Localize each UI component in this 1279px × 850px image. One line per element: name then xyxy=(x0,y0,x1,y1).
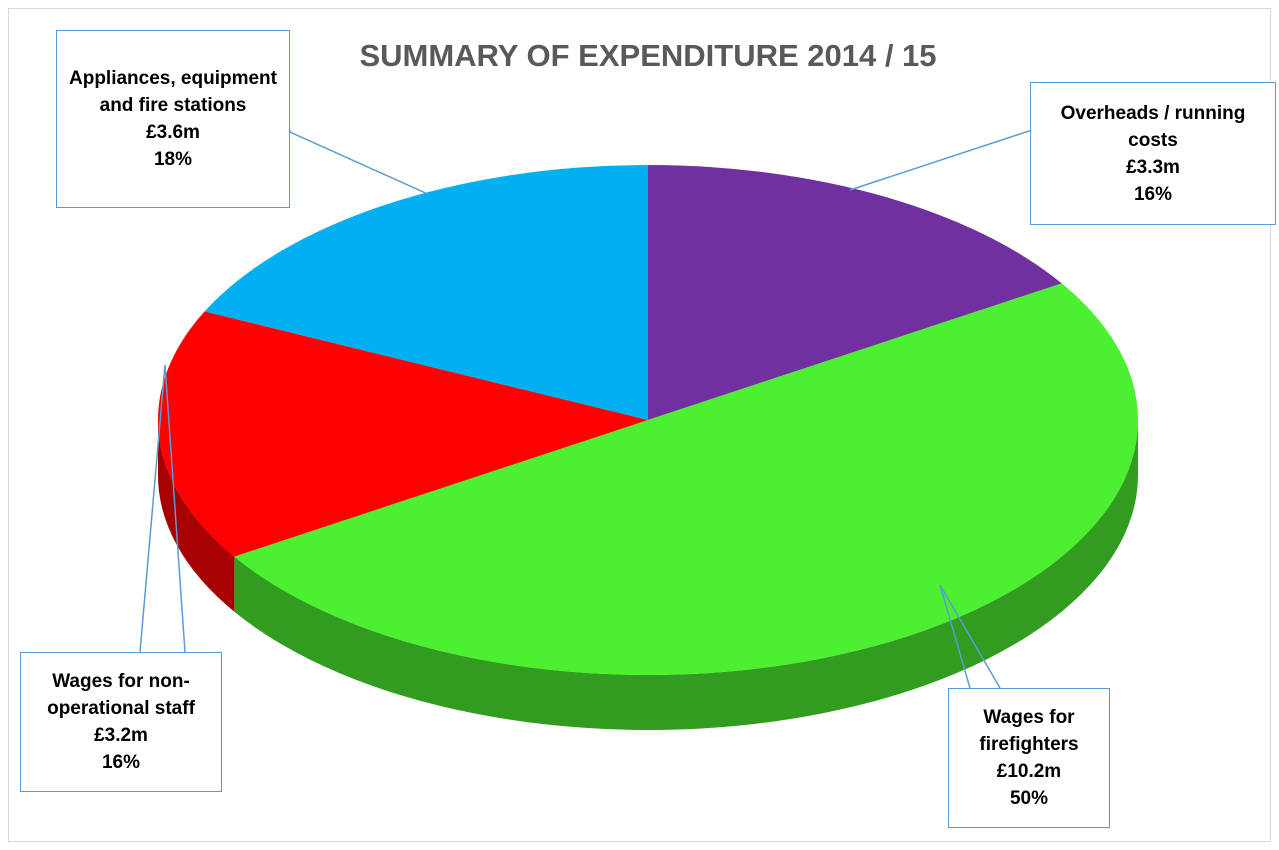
amount-label: £10.2m xyxy=(996,761,1062,782)
slice-side-shade xyxy=(158,420,235,612)
amount-label: £3.3m xyxy=(1126,156,1180,178)
pie-tops xyxy=(158,165,1139,676)
pie xyxy=(158,165,1139,730)
amount-label: £3.6m xyxy=(146,122,200,143)
slice xyxy=(234,283,1139,676)
category-label: Wages for firefighters xyxy=(979,707,1079,755)
slice-side-shade xyxy=(234,420,1139,730)
value-label: 50% xyxy=(1009,788,1049,809)
category-label: Appliances, equipment and fire stations xyxy=(69,68,277,116)
slice-side xyxy=(234,420,1139,730)
amount-label: £3.2m xyxy=(94,725,148,746)
value-label: 16% xyxy=(101,752,141,773)
callout: Wages for firefighters £10.2m 50% xyxy=(948,688,1110,828)
callout: Appliances, equipment and fire stations … xyxy=(56,30,290,208)
leader-line xyxy=(139,364,186,653)
slice xyxy=(158,311,648,557)
leader-line xyxy=(289,130,431,196)
leader-line xyxy=(939,584,1001,689)
chart-title: SUMMARY OF EXPENDITURE 2014 / 15 xyxy=(359,38,936,73)
category-label: Overheads / running costs xyxy=(1060,102,1246,151)
callout: Overheads / running costs £3.3m 16% xyxy=(1030,82,1276,225)
category-label: Wages for non-operational staff xyxy=(47,671,195,719)
slice xyxy=(204,165,648,420)
pie-sides xyxy=(158,420,1139,730)
callout: Wages for non-operational staff £3.2m 16… xyxy=(20,652,222,792)
slice-side xyxy=(158,420,235,612)
slice xyxy=(648,165,1062,420)
value-label: 18% xyxy=(153,149,193,170)
value-label: 16% xyxy=(1133,183,1173,205)
